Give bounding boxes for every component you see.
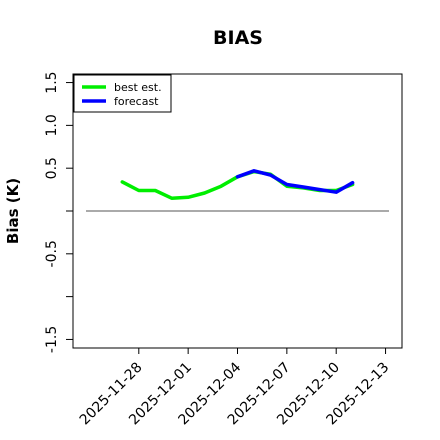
legend-label: best est. bbox=[114, 81, 162, 94]
series-line-forecast bbox=[235, 169, 355, 194]
y-tick-label: 1.5 bbox=[44, 71, 60, 93]
y-axis-label: Bias (K) bbox=[4, 178, 22, 244]
y-tick-label: -1.5 bbox=[44, 326, 60, 353]
legend-box bbox=[73, 74, 172, 113]
y-tick-label: -0.5 bbox=[44, 240, 60, 267]
y-tick-label: 1.0 bbox=[44, 114, 60, 136]
series-layer bbox=[120, 169, 355, 200]
legend-label: forecast bbox=[114, 95, 159, 108]
y-axis: -1.5 -0.5 0.5 1.0 1.5 bbox=[44, 71, 73, 353]
chart-title: BIAS bbox=[213, 27, 263, 49]
y-tick-label: 0.5 bbox=[44, 157, 60, 179]
x-axis: 2025-11-282025-12-012025-12-042025-12-07… bbox=[77, 348, 392, 428]
legend: best est.forecast bbox=[73, 74, 172, 113]
